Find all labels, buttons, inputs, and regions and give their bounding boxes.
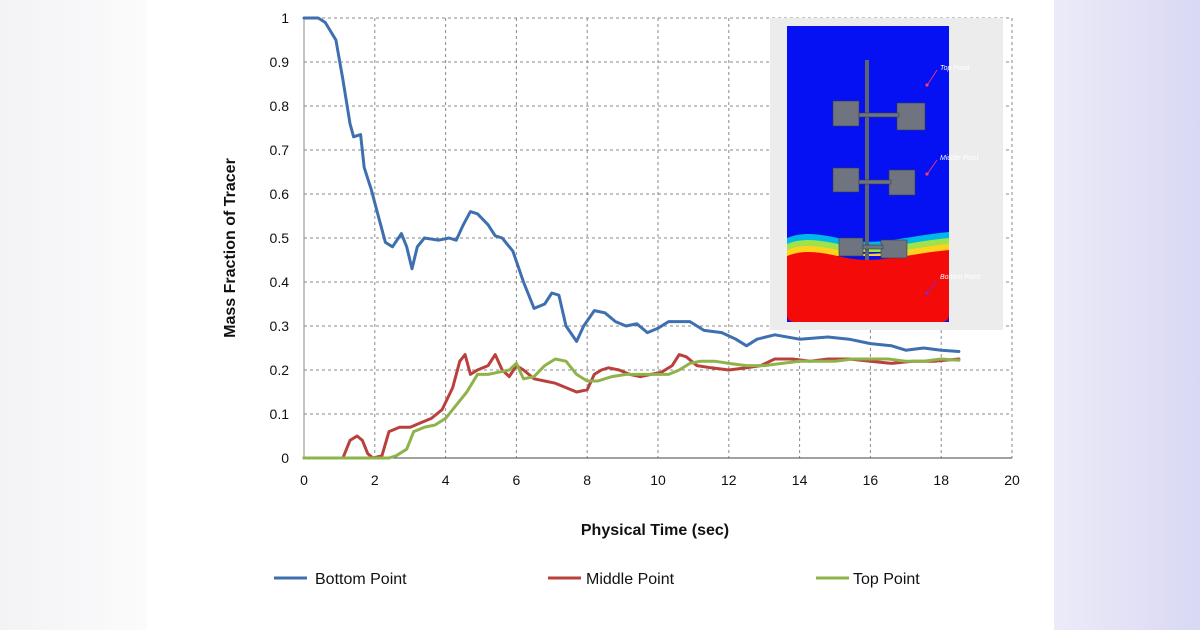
y-tick-label: 0.2 — [270, 362, 290, 378]
figure-panel: 0 2 4 6 8 10 12 14 16 18 20 0 0.1 0.2 0.3 0.4 0.5 0.6 0.7… — [147, 0, 1054, 630]
inset-label-top: Top Point — [940, 65, 970, 72]
impeller-blade — [888, 169, 916, 196]
inset-pointer — [927, 159, 938, 174]
series-line-top-point — [302, 357, 961, 460]
x-tick-label: 16 — [863, 472, 879, 488]
tank-yellow-band — [787, 244, 949, 256]
series-line-middle-point — [302, 353, 961, 460]
x-tick-label: 0 — [300, 472, 308, 488]
y-tick-label: 0.9 — [270, 54, 290, 70]
y-tick-label: 1 — [281, 10, 289, 26]
impeller-blade — [832, 100, 860, 127]
inset-pointer — [927, 69, 938, 85]
tank-red-region — [787, 250, 949, 322]
x-tick-label: 12 — [721, 472, 737, 488]
impeller-blade — [880, 239, 908, 259]
y-tick-label: 0.6 — [270, 186, 290, 202]
x-tick-label: 20 — [1004, 472, 1020, 488]
x-axis-title: Physical Time (sec) — [581, 522, 729, 539]
impeller-blade — [832, 167, 860, 193]
legend-item-top-point: Top Point — [816, 571, 920, 588]
x-tick-label: 2 — [371, 472, 379, 488]
inset-point-marker — [925, 83, 929, 87]
legend-label: Bottom Point — [315, 571, 407, 588]
y-tick-label: 0.1 — [270, 406, 290, 422]
legend-item-middle-point: Middle Point — [548, 571, 675, 588]
y-tick-label: 0.7 — [270, 142, 290, 158]
x-tick-label: 4 — [442, 472, 450, 488]
series-line-bottom-point — [302, 16, 961, 353]
legend-item-bottom-point: Bottom Point — [274, 571, 407, 588]
x-tick-label: 18 — [933, 472, 949, 488]
y-tick-label: 0.3 — [270, 318, 290, 334]
y-tick-label: 0.4 — [270, 274, 290, 290]
legend: Bottom Point Middle Point Top Point — [274, 571, 920, 588]
legend-label: Middle Point — [586, 571, 675, 588]
mixing-tank-inset: Top Point Middle Point Bottom Point — [770, 18, 1003, 330]
impeller-hub — [858, 112, 900, 118]
x-tick-labels: 0 2 4 6 8 10 12 14 16 18 20 — [300, 472, 1020, 488]
x-tick-label: 10 — [650, 472, 666, 488]
y-tick-label: 0.5 — [270, 230, 290, 246]
impeller-blade — [896, 102, 926, 131]
impeller-hub — [858, 179, 892, 185]
inset-label-middle: Middle Point — [940, 155, 980, 162]
inset-label-bottom: Bottom Point — [940, 274, 981, 281]
x-tick-label: 14 — [792, 472, 808, 488]
legend-label: Top Point — [853, 571, 920, 588]
y-axis-title: Mass Fraction of Tracer — [222, 158, 239, 338]
x-tick-label: 8 — [583, 472, 591, 488]
inset-point-marker — [925, 172, 929, 176]
axes — [303, 18, 1012, 459]
inset-point-marker — [925, 291, 929, 295]
y-tick-label: 0 — [281, 450, 289, 466]
impeller-hub — [862, 244, 884, 250]
impeller-blade — [838, 237, 864, 257]
impeller-blades — [832, 100, 926, 259]
series-lines — [302, 16, 961, 460]
inset-pointer — [927, 279, 938, 293]
y-tick-label: 0.8 — [270, 98, 290, 114]
line-chart: 0 2 4 6 8 10 12 14 16 18 20 0 0.1 0.2 0.3 0.4 0.5 0.6 0.7… — [222, 10, 1020, 588]
y-tick-labels: 0 0.1 0.2 0.3 0.4 0.5 0.6 0.7 0.8 0.9 1 — [270, 10, 290, 466]
x-tick-label: 6 — [513, 472, 521, 488]
impeller-shaft — [865, 60, 869, 260]
